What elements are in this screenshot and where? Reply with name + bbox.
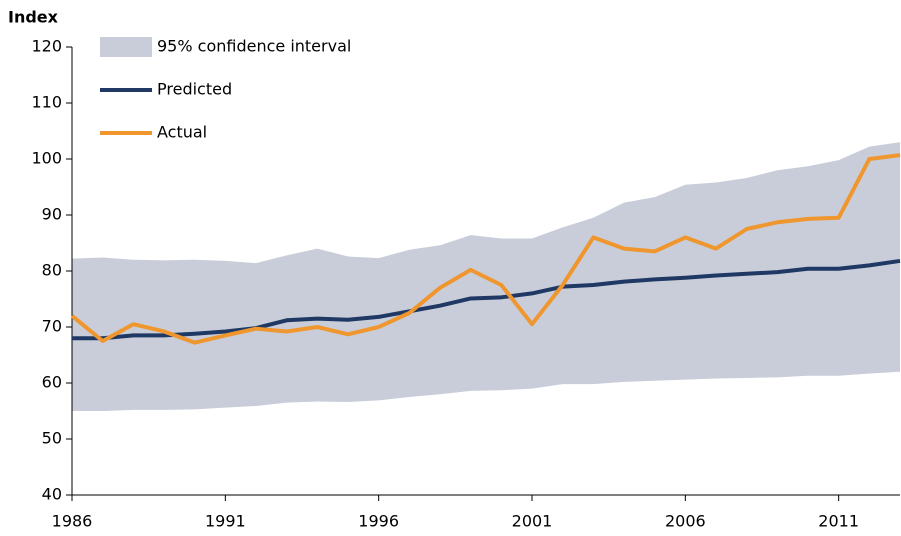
- y-tick-label: 90: [42, 205, 62, 224]
- line-series: [72, 258, 901, 341]
- legend-label: Actual: [157, 123, 207, 142]
- x-tick-label: 2001: [512, 512, 553, 531]
- y-tick-label: 40: [42, 485, 62, 504]
- y-tick-label: 80: [42, 261, 62, 280]
- line-series: [70, 153, 901, 345]
- x-tick-label: 1986: [52, 512, 93, 531]
- y-tick-label: 110: [31, 93, 62, 112]
- y-tick-label: 100: [31, 149, 62, 168]
- y-tick-label: 70: [42, 317, 62, 336]
- x-tick-label: 2011: [818, 512, 859, 531]
- legend-label: 95% confidence interval: [157, 37, 351, 56]
- x-tick-label: 2006: [665, 512, 706, 531]
- y-axis-label: Index: [8, 8, 59, 27]
- legend-label: Predicted: [157, 80, 232, 99]
- legend-swatch: [100, 37, 152, 57]
- x-tick-label: 1991: [205, 512, 246, 531]
- y-tick-label: 60: [42, 373, 62, 392]
- y-tick-label: 120: [31, 37, 62, 56]
- y-tick-label: 50: [42, 429, 62, 448]
- x-tick-label: 1996: [358, 512, 399, 531]
